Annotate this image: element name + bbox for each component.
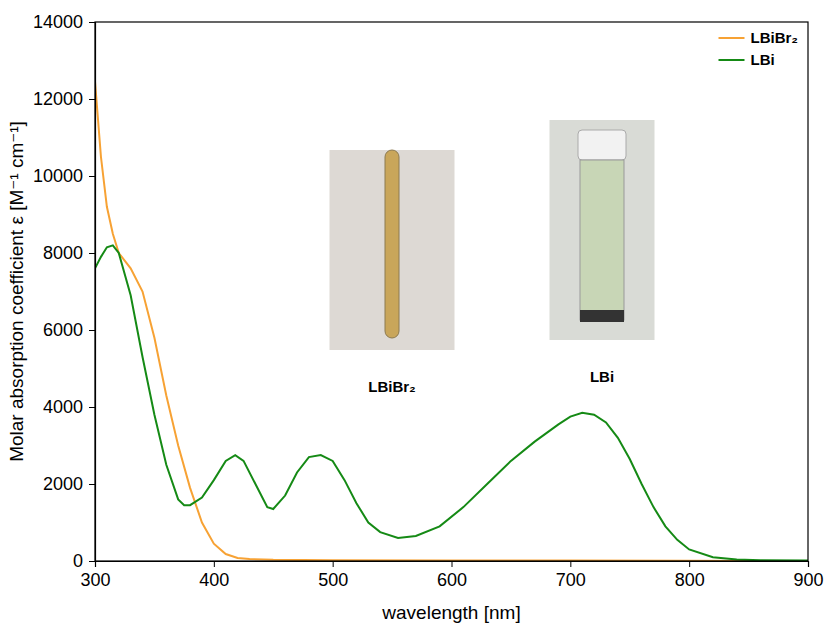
cuvette-cap <box>578 130 626 160</box>
legend-label: LBiBr₂ <box>751 29 799 46</box>
insets: LBiBr₂ LBi <box>330 120 655 395</box>
tick: 0 <box>73 551 95 571</box>
plot: LBiBr₂ LBi 300 400 500 600 700 800 900 0 2000 4000 6… <box>6 12 824 623</box>
tick-label: 700 <box>556 570 586 590</box>
tick-mark <box>89 22 95 23</box>
photo-inset: LBiBr₂ <box>330 150 455 395</box>
tick: 500 <box>318 561 348 590</box>
photo-inset: LBi <box>550 120 655 385</box>
tick-mark <box>214 561 215 567</box>
tick-label: 2000 <box>43 474 83 494</box>
tick-mark <box>570 561 571 567</box>
tick-mark <box>89 330 95 331</box>
tick-mark <box>89 484 95 485</box>
legend: LBiBr₂ LBi <box>719 29 799 68</box>
photo-background <box>550 120 655 340</box>
tick-label: 6000 <box>43 320 83 340</box>
annotation: LBi <box>590 368 614 385</box>
tick: 300 <box>80 561 110 590</box>
tick-mark <box>89 253 95 254</box>
axis-line <box>89 23 96 562</box>
tick-label: 900 <box>793 570 823 590</box>
legend-item: LBiBr₂ <box>719 29 799 46</box>
tick-mark <box>89 176 95 177</box>
tick-mark <box>808 561 809 567</box>
tick-label: 0 <box>73 551 83 571</box>
tick-label: 4000 <box>43 397 83 417</box>
tick-label: 12000 <box>33 89 83 109</box>
tick: 700 <box>556 561 586 590</box>
tick-label: 300 <box>80 570 110 590</box>
tick-mark <box>333 561 334 567</box>
tick-label: 500 <box>318 570 348 590</box>
tick-mark <box>89 407 95 408</box>
tick-label: 10000 <box>33 166 83 186</box>
legend-item: LBi <box>719 51 775 68</box>
y-axis: 0 2000 4000 6000 8000 10000 12000 14000 <box>33 12 96 571</box>
cuvette-base <box>580 310 624 322</box>
tick-label: 400 <box>199 570 229 590</box>
tube <box>385 150 399 338</box>
tick-label: 800 <box>675 570 705 590</box>
tick: 400 <box>199 561 229 590</box>
tick-mark <box>689 561 690 567</box>
x-axis: 300 400 500 600 700 800 900 <box>80 561 823 590</box>
chart: LBiBr₂ LBi 300 400 500 600 700 800 900 0 2000 4000 6… <box>0 0 834 643</box>
legend-label: LBi <box>751 51 775 68</box>
tick: 800 <box>675 561 705 590</box>
tick-mark <box>89 99 95 100</box>
cuvette <box>580 160 624 320</box>
y-axis-title: Molar absorption coefficient ε [M⁻¹ cm⁻¹… <box>6 121 27 462</box>
x-axis-title: wavelength [nm] <box>381 602 520 623</box>
plot-frame <box>95 22 808 561</box>
legend-swatch <box>719 59 745 61</box>
lines <box>95 82 808 561</box>
series-line <box>95 245 808 560</box>
tick: 8000 <box>43 243 95 263</box>
tick: 900 <box>793 561 823 590</box>
tick-label: 8000 <box>43 243 83 263</box>
photo-background <box>330 150 455 350</box>
tick: 2000 <box>43 474 95 494</box>
tick: 10000 <box>33 166 95 186</box>
axis-line <box>96 562 809 568</box>
tick: 14000 <box>33 12 95 32</box>
tick-mark <box>452 561 453 567</box>
tick: 6000 <box>43 320 95 340</box>
tick: 4000 <box>43 397 95 417</box>
annotation: LBiBr₂ <box>368 378 416 395</box>
series-line <box>95 82 808 561</box>
legend-swatch <box>719 37 745 39</box>
tick-label: 600 <box>437 570 467 590</box>
tick: 12000 <box>33 89 95 109</box>
tick-label: 14000 <box>33 12 83 32</box>
tick-mark <box>89 561 95 562</box>
tick: 600 <box>437 561 467 590</box>
